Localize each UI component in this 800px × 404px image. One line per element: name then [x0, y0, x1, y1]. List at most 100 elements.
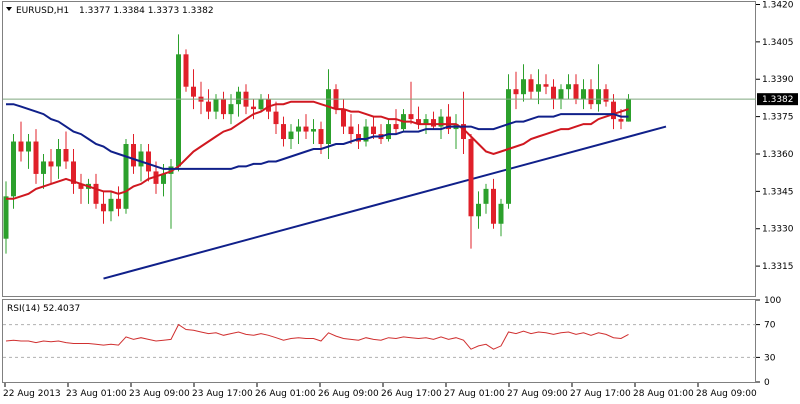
candle-body — [513, 89, 519, 95]
rsi-line — [5, 323, 629, 350]
price-tick-label: 1.3360 — [762, 150, 794, 160]
candle-body — [581, 89, 586, 100]
candle-body — [303, 126, 309, 132]
time-tick-label: 27 Aug 09:00 — [507, 389, 568, 399]
candle-body — [446, 116, 451, 130]
candle-body — [183, 54, 189, 87]
candle-body — [573, 84, 579, 100]
rsi-tick-label: 0 — [764, 378, 770, 388]
candle-body — [168, 166, 174, 174]
candle-body — [258, 99, 264, 110]
candle-body — [191, 86, 196, 97]
candle-body — [281, 124, 286, 140]
trendline — [103, 125, 667, 280]
time-tick-label: 27 Aug 01:00 — [444, 389, 505, 399]
price-tick-label: 1.3375 — [762, 113, 794, 123]
candle-body — [266, 99, 271, 112]
price-axis: 1.3420 1.3405 1.3390 1.3375 1.3360 1.3345 1.33… — [756, 0, 794, 272]
candle-body — [371, 126, 376, 135]
candle-body — [273, 111, 279, 125]
current-price-label: 1.3382 — [762, 95, 794, 105]
candle-body — [108, 198, 114, 212]
chart-header: EURUSD,H1 1.3377 1.3384 1.3373 1.3382 — [6, 6, 214, 16]
rsi-tick-label: 100 — [764, 296, 781, 306]
candle-body — [318, 129, 324, 145]
candle-body — [341, 109, 346, 127]
candle-body — [356, 134, 361, 142]
candle-body — [603, 89, 609, 102]
candle-body — [131, 144, 136, 167]
price-panel[interactable]: 1.3382 1.34201.34051.33901.33751.33601.3… — [2, 0, 799, 297]
rsi-panel-frame — [2, 299, 756, 383]
candle-body — [521, 79, 526, 95]
candle-body — [101, 203, 106, 212]
time-tick-label: 26 Aug 09:00 — [318, 389, 379, 399]
candle-body — [11, 141, 16, 197]
candle-body — [588, 89, 594, 105]
candle-body — [416, 119, 421, 125]
time-tick-label: 26 Aug 17:00 — [381, 389, 442, 399]
candle-body — [461, 124, 466, 140]
candle-body — [93, 183, 99, 204]
candle-body — [116, 198, 121, 209]
rsi-tick-label: 70 — [764, 321, 776, 331]
candle-body — [438, 116, 444, 127]
candles[interactable] — [3, 34, 632, 254]
candle-body — [348, 126, 354, 135]
candle-body — [63, 149, 69, 162]
rsi-line-group — [5, 323, 629, 350]
price-tick-label: 1.3315 — [762, 262, 794, 272]
candle-body — [393, 124, 399, 130]
candle-body — [491, 188, 496, 224]
candle-body — [536, 84, 541, 92]
candle-body — [543, 84, 549, 87]
candle-body — [408, 114, 414, 120]
candle-body — [566, 84, 571, 90]
slow-ma-line — [6, 103, 629, 170]
candle-body — [423, 119, 429, 125]
candle-body — [153, 171, 159, 184]
candle-body — [228, 104, 234, 115]
price-tick-label: 1.3330 — [762, 225, 794, 235]
candle-body — [363, 126, 369, 142]
rsi-axis: 100 70 30 0 — [756, 296, 781, 388]
rsi-tick-label: 30 — [764, 353, 776, 363]
candle-body — [431, 119, 436, 127]
current-price-line: 1.3382 — [3, 93, 798, 106]
candle-body — [3, 196, 9, 239]
candle-body — [48, 161, 54, 167]
candle-body — [618, 119, 624, 122]
candle-body — [71, 161, 76, 184]
candle-body — [78, 183, 84, 189]
price-tick-label: 1.3420 — [762, 0, 794, 10]
price-panel-frame — [2, 1, 756, 297]
price-tick-label: 1.3345 — [762, 187, 794, 197]
candle-body — [18, 141, 24, 152]
candle-body — [506, 89, 511, 204]
candle-body — [483, 188, 489, 204]
candle-body — [498, 203, 504, 224]
price-tick-label: 1.3405 — [762, 38, 794, 48]
candle-body — [138, 151, 144, 167]
time-axis: 22 Aug 2013 23 Aug 01:00 23 Aug 09:00 23 Au… — [3, 383, 757, 399]
time-tick-label: 23 Aug 17:00 — [192, 389, 253, 399]
symbol-label: EURUSD,H1 — [16, 6, 69, 16]
time-tick-label: 28 Aug 01:00 — [633, 389, 694, 399]
candle-body — [56, 149, 61, 167]
price-tick-label: 1.3390 — [762, 75, 794, 85]
current-price-box — [757, 93, 798, 106]
rsi-panel[interactable]: 100 70 30 0 RSI(14) 52.4037 — [2, 296, 782, 388]
candle-body — [221, 99, 226, 115]
candle-body — [33, 141, 39, 174]
trendline-line — [103, 125, 667, 280]
time-tick-label: 28 Aug 09:00 — [696, 389, 757, 399]
time-tick-label: 26 Aug 01:00 — [255, 389, 316, 399]
candle-body — [476, 203, 481, 217]
candle-body — [558, 89, 564, 100]
candle-body — [626, 99, 631, 122]
candle-body — [611, 101, 616, 120]
candle-body — [326, 89, 331, 145]
candle-body — [386, 124, 391, 140]
time-tick-label: 23 Aug 01:00 — [66, 389, 127, 399]
